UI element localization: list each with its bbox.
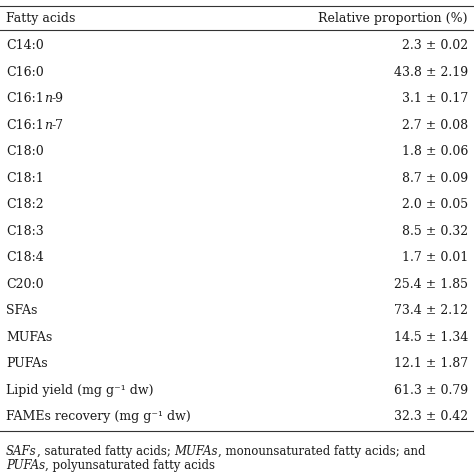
Text: PUFAs: PUFAs <box>6 357 47 370</box>
Text: 14.5 ± 1.34: 14.5 ± 1.34 <box>394 331 468 344</box>
Text: -9: -9 <box>52 92 64 105</box>
Text: 8.7 ± 0.09: 8.7 ± 0.09 <box>402 172 468 185</box>
Text: C20:0: C20:0 <box>6 278 44 291</box>
Text: C18:3: C18:3 <box>6 225 44 238</box>
Text: C18:1: C18:1 <box>6 172 44 185</box>
Text: C14:0: C14:0 <box>6 39 44 53</box>
Text: 8.5 ± 0.32: 8.5 ± 0.32 <box>402 225 468 238</box>
Text: C16:0: C16:0 <box>6 66 44 79</box>
Text: 3.1 ± 0.17: 3.1 ± 0.17 <box>402 92 468 105</box>
Text: MUFAs: MUFAs <box>174 445 218 458</box>
Text: 2.3 ± 0.02: 2.3 ± 0.02 <box>402 39 468 53</box>
Text: C18:0: C18:0 <box>6 146 44 158</box>
Text: n: n <box>44 92 52 105</box>
Text: 1.7 ± 0.01: 1.7 ± 0.01 <box>402 251 468 264</box>
Text: C16:1: C16:1 <box>6 119 44 132</box>
Text: FAMEs recovery (mg g⁻¹ dw): FAMEs recovery (mg g⁻¹ dw) <box>6 410 191 423</box>
Text: 61.3 ± 0.79: 61.3 ± 0.79 <box>394 384 468 397</box>
Text: -7: -7 <box>52 119 64 132</box>
Text: SAFs: SAFs <box>6 445 36 458</box>
Text: , polyunsaturated fatty acids: , polyunsaturated fatty acids <box>45 459 215 472</box>
Text: C16:1: C16:1 <box>6 92 44 105</box>
Text: n: n <box>44 119 52 132</box>
Text: Relative proportion (%): Relative proportion (%) <box>319 12 468 25</box>
Text: 73.4 ± 2.12: 73.4 ± 2.12 <box>394 304 468 318</box>
Text: Fatty acids: Fatty acids <box>6 12 75 25</box>
Text: PUFAs: PUFAs <box>6 459 45 472</box>
Text: 32.3 ± 0.42: 32.3 ± 0.42 <box>394 410 468 423</box>
Text: 25.4 ± 1.85: 25.4 ± 1.85 <box>394 278 468 291</box>
Text: 43.8 ± 2.19: 43.8 ± 2.19 <box>394 66 468 79</box>
Text: C18:4: C18:4 <box>6 251 44 264</box>
Text: , monounsaturated fatty acids; and: , monounsaturated fatty acids; and <box>218 445 425 458</box>
Text: MUFAs: MUFAs <box>6 331 52 344</box>
Text: Lipid yield (mg g⁻¹ dw): Lipid yield (mg g⁻¹ dw) <box>6 384 154 397</box>
Text: 2.0 ± 0.05: 2.0 ± 0.05 <box>402 199 468 211</box>
Text: 12.1 ± 1.87: 12.1 ± 1.87 <box>394 357 468 370</box>
Text: , saturated fatty acids;: , saturated fatty acids; <box>36 445 174 458</box>
Text: 2.7 ± 0.08: 2.7 ± 0.08 <box>402 119 468 132</box>
Text: 1.8 ± 0.06: 1.8 ± 0.06 <box>401 146 468 158</box>
Text: C18:2: C18:2 <box>6 199 44 211</box>
Text: SFAs: SFAs <box>6 304 37 318</box>
